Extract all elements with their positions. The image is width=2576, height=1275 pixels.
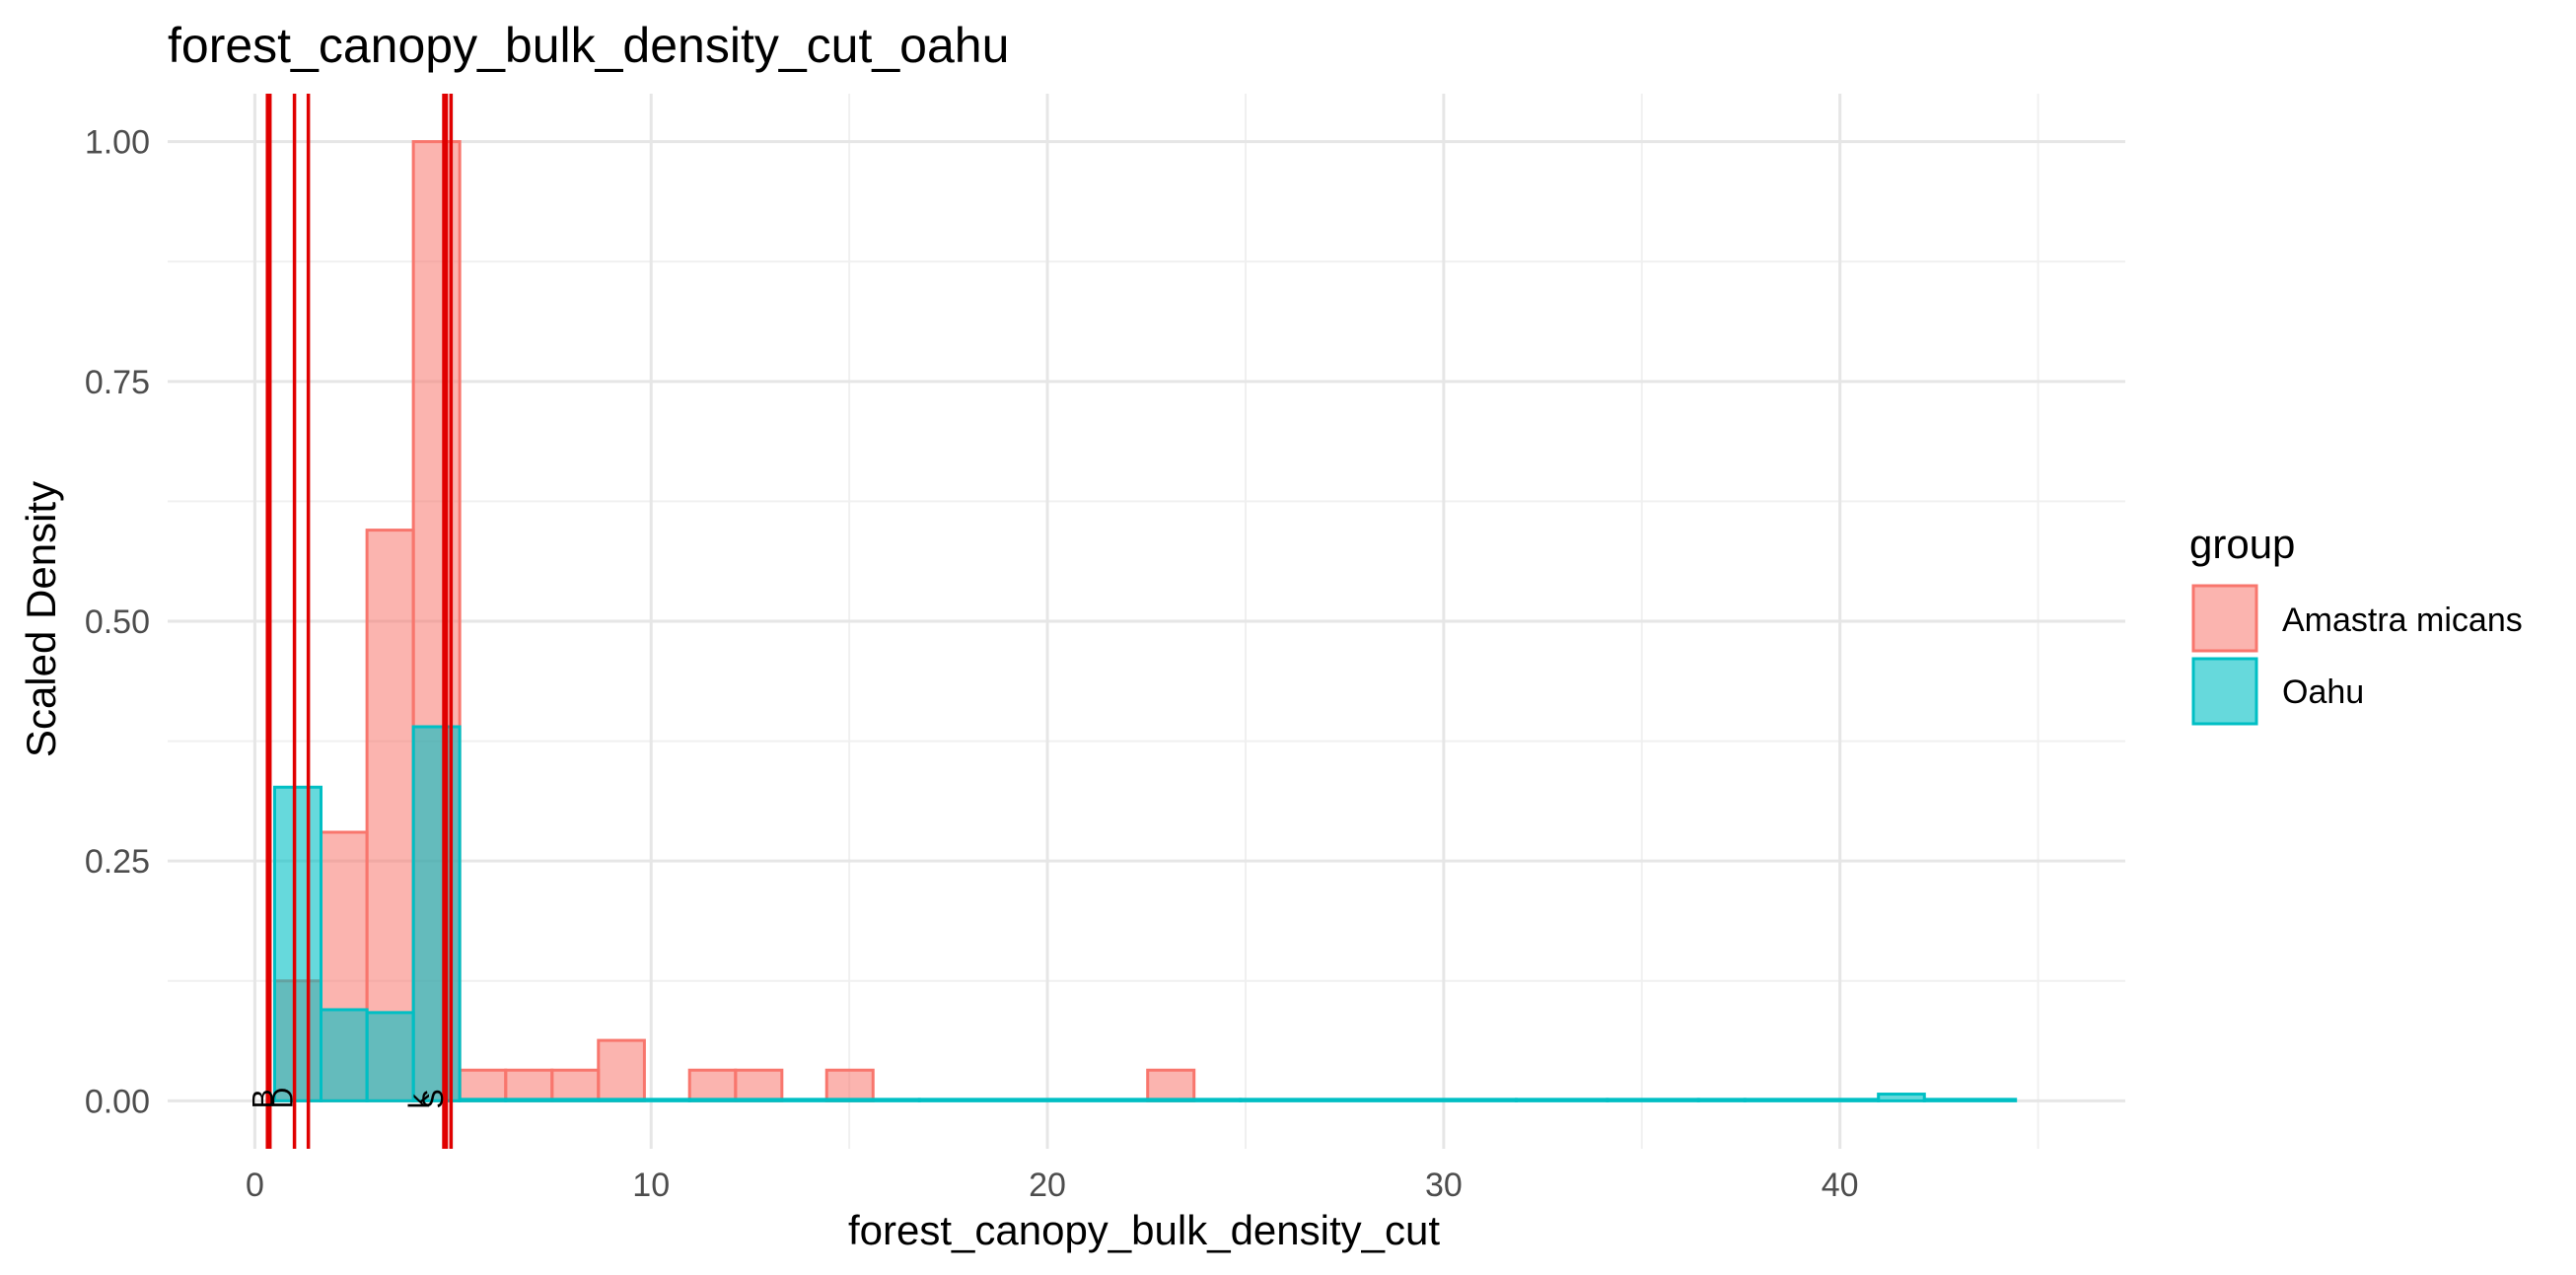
reference-line-label: B <box>247 1089 279 1108</box>
y-tick-label: 0.25 <box>85 843 150 881</box>
grid-lines <box>168 94 2125 1149</box>
legend-label-oahu: Oahu <box>2282 673 2364 711</box>
x-tick-label: 30 <box>1425 1167 1463 1204</box>
bar-oahu <box>1877 1093 1926 1102</box>
legend: group Amastra micans Oahu <box>2189 521 2523 726</box>
reference-lines <box>265 94 454 1149</box>
reference-line-label: D <box>266 1088 299 1109</box>
bar-oahu <box>917 1098 1243 1102</box>
bar-oahu <box>272 785 323 1102</box>
y-tick-label: 1.00 <box>85 124 150 162</box>
bar-oahu <box>1743 1098 1881 1102</box>
reference-line-labels: BD kS <box>247 1088 450 1109</box>
bar-amastra-micans <box>550 1068 601 1102</box>
bar-amastra-micans <box>734 1068 784 1102</box>
legend-label-amastra-micans: Amastra micans <box>2282 602 2523 639</box>
bar-amastra-micans <box>597 1038 646 1102</box>
x-tick-label: 10 <box>632 1167 670 1204</box>
y-tick-label: 0.50 <box>85 603 150 641</box>
x-tick-label: 20 <box>1029 1167 1066 1204</box>
legend-title: group <box>2189 521 2295 567</box>
bar-oahu <box>1922 1098 2018 1102</box>
bar-amastra-micans <box>458 1068 508 1102</box>
series-oahu-bars <box>272 725 2018 1102</box>
bar-oahu <box>1514 1098 1610 1102</box>
bar-oahu <box>687 1098 921 1102</box>
bar-amastra-micans <box>824 1068 875 1102</box>
bar-oahu <box>320 1008 369 1102</box>
chart-title: forest_canopy_bulk_density_cut_oahu <box>168 18 1009 73</box>
bar-amastra-micans <box>365 529 415 1102</box>
axis-ticks: 0 10 20 30 40 0.00 0.25 0.50 0.75 1.00 <box>85 124 1859 1204</box>
bar-oahu <box>1696 1098 1747 1102</box>
bar-oahu <box>411 725 462 1102</box>
x-axis-title: forest_canopy_bulk_density_cut <box>848 1207 1440 1253</box>
bar-amastra-micans <box>1146 1068 1196 1102</box>
y-tick-label: 0.75 <box>85 364 150 401</box>
y-tick-label: 0.00 <box>85 1083 150 1120</box>
bar-oahu <box>504 1098 691 1102</box>
y-axis-title: Scaled Density <box>18 481 64 757</box>
reference-line-label: k <box>403 1093 436 1108</box>
bar-amastra-micans <box>504 1068 554 1102</box>
x-tick-label: 0 <box>246 1167 264 1204</box>
bar-oahu <box>458 1098 508 1102</box>
bar-oahu <box>1239 1098 1518 1102</box>
x-tick-label: 40 <box>1822 1167 1859 1204</box>
bar-amastra-micans <box>687 1068 738 1102</box>
legend-key-oahu <box>2191 657 2258 726</box>
reference-line-label: S <box>417 1089 450 1108</box>
legend-key-amastra-micans <box>2191 584 2258 653</box>
bar-oahu <box>1606 1098 1700 1102</box>
bar-oahu <box>365 1011 415 1102</box>
